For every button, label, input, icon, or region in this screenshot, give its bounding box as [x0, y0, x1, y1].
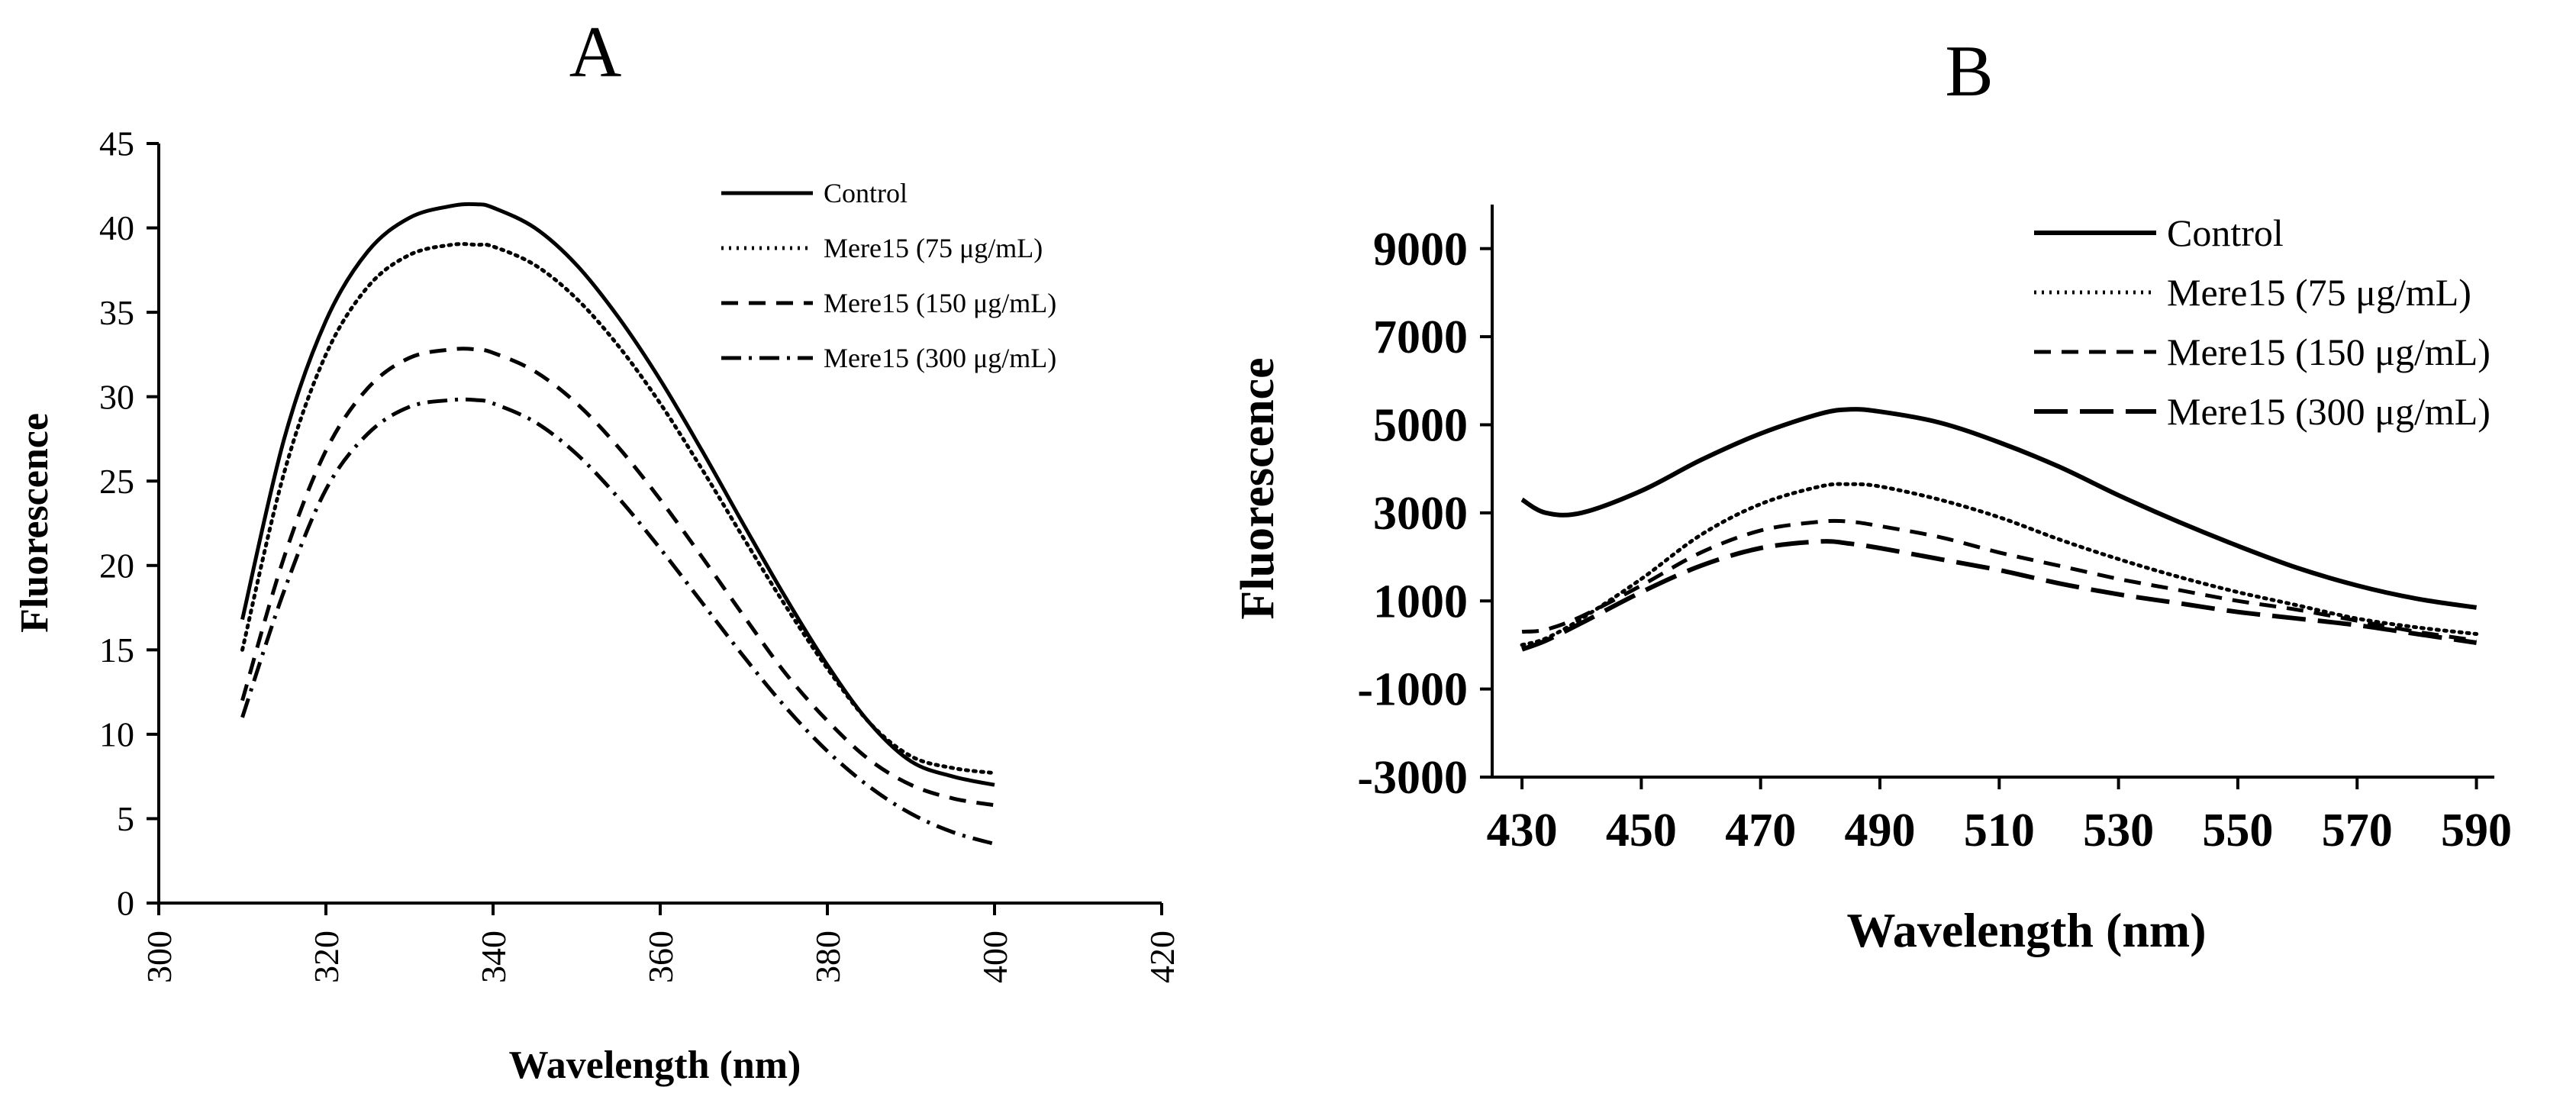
panel-a-y-tick-label: 5 — [117, 799, 134, 838]
panel-a-x-axis-label: Wavelength (nm) — [509, 1044, 801, 1087]
panel-a-y-tick-label: 15 — [99, 631, 134, 669]
panel-b-x-ticks: 430 450 470 490 510 530 550 570 590 — [1487, 777, 2512, 856]
panel-a-y-tick-label: 20 — [99, 546, 134, 585]
panel-b-x-tick-label: 550 — [2202, 805, 2273, 856]
panel-a-x-tick-label: 420 — [1143, 931, 1182, 983]
panel-b-x-tick-label: 430 — [1487, 805, 1558, 856]
panel-a-title: A — [569, 11, 622, 92]
panel-b-y-tick-label: -1000 — [1357, 664, 1468, 716]
panel-b-axes — [1491, 205, 2494, 779]
panel-b-x-tick-label: 510 — [1964, 805, 2035, 856]
panel-a-y-axis-label: Fluorescence — [13, 413, 56, 633]
panel-a-x-ticks: 300 320 340 360 380 400 420 — [140, 903, 1182, 983]
panel-b-series-1 — [1520, 407, 2478, 610]
panel-b-y-tick-label: 1000 — [1373, 576, 1468, 627]
panel-b-legend-label: Mere15 (75 μg/mL) — [2167, 271, 2471, 314]
panel-a-legend: Control Mere15 (75 μg/mL) Mere15 (150 μg/m… — [721, 178, 1056, 373]
panel-a-y-tick-label: 10 — [99, 715, 134, 754]
panel-b-legend: Control Mere15 (75 μg/mL) Mere15 (150 μg/m… — [2034, 211, 2491, 433]
panel-a-y-tick-label: 0 — [117, 884, 134, 923]
panel-a-y-tick-label: 30 — [99, 377, 134, 416]
panel-b-y-tick-label: 9000 — [1373, 224, 1468, 276]
panel-a-x-tick-label: 400 — [975, 931, 1014, 983]
panel-b-legend-label: Control — [2167, 211, 2284, 254]
panel-b-series-4 — [1521, 539, 2478, 652]
panel-b-x-tick-label: 490 — [1845, 805, 1916, 856]
panel-a-y-tick-label: 45 — [99, 124, 134, 163]
panel-b-x-tick-label: 450 — [1606, 805, 1677, 856]
panel-a-x-tick-label: 380 — [808, 931, 847, 983]
panel-a-legend-label: Control — [824, 178, 908, 208]
panel-b-x-tick-label: 530 — [2083, 805, 2154, 856]
panel-a-x-tick-label: 320 — [307, 931, 346, 983]
panel-b-y-tick-label: -3000 — [1357, 752, 1468, 804]
panel-b-legend-label: Mere15 (300 μg/mL) — [2167, 390, 2491, 433]
panel-b-x-tick-label: 470 — [1725, 805, 1796, 856]
panel-a-legend-label: Mere15 (75 μg/mL) — [824, 233, 1043, 263]
panel-a-x-tick-label: 340 — [474, 931, 513, 983]
panel-b-x-tick-label: 590 — [2441, 805, 2512, 856]
panel-b-y-tick-label: 3000 — [1373, 488, 1468, 540]
panel-a-y-ticks: 0 5 10 15 20 25 30 35 40 45 — [99, 124, 159, 923]
panel-a-x-tick-label: 300 — [140, 931, 179, 983]
panel-a-series — [240, 202, 997, 847]
panel-b-y-tick-label: 7000 — [1373, 311, 1468, 363]
panel-a-series-2 — [240, 242, 997, 776]
panel-b-series-2 — [1520, 482, 2479, 647]
panel-b-legend-label: Mere15 (150 μg/mL) — [2167, 331, 2491, 373]
panel-b-y-ticks: -3000 -1000 1000 3000 5000 7000 9000 — [1357, 224, 1492, 804]
panel-a-legend-label: Mere15 (300 μg/mL) — [824, 343, 1056, 373]
panel-a-x-tick-label: 360 — [641, 931, 680, 983]
panel-b-x-axis-label: Wavelength (nm) — [1846, 903, 2206, 957]
panel-b-y-tick-label: 5000 — [1373, 400, 1468, 452]
panel-b-y-axis-label: Fluorescence — [1232, 357, 1284, 619]
panel-a-y-tick-label: 40 — [99, 208, 134, 247]
panel-a-legend-label: Mere15 (150 μg/mL) — [824, 288, 1056, 318]
panel-a: A 0 5 10 15 20 25 30 35 40 45 300 320 340 360 380 400 4… — [13, 11, 1182, 1087]
panel-a-series-4 — [240, 397, 995, 847]
panel-b-series-3 — [1521, 518, 2477, 643]
panel-b-x-tick-label: 570 — [2322, 805, 2393, 856]
panel-a-y-tick-label: 35 — [99, 293, 134, 332]
panel-b-series — [1520, 407, 2479, 652]
panel-b-title: B — [1945, 31, 1993, 111]
panel-a-y-tick-label: 25 — [99, 462, 134, 501]
